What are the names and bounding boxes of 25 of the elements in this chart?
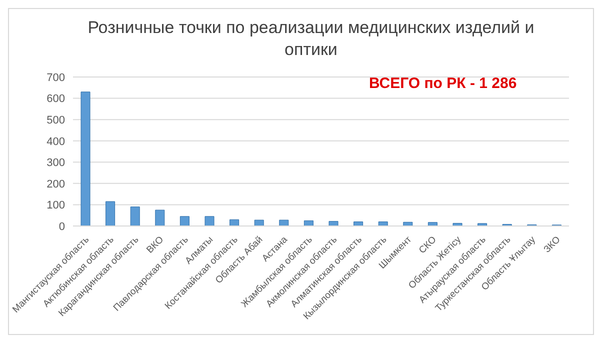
bar bbox=[428, 222, 438, 226]
annotation: ВСЕГО по РК - 1 286 bbox=[369, 75, 517, 92]
x-tick-label: ЗКО bbox=[542, 234, 563, 256]
bar bbox=[155, 210, 165, 226]
bar bbox=[254, 220, 264, 226]
x-tick-label: СКО bbox=[417, 234, 439, 256]
y-tick-label: 600 bbox=[46, 93, 65, 106]
y-tick-label: 300 bbox=[46, 157, 65, 170]
y-tick-label: 500 bbox=[46, 114, 65, 126]
bar bbox=[204, 216, 214, 226]
bar bbox=[230, 219, 240, 226]
bar bbox=[130, 206, 140, 226]
y-tick-label: 400 bbox=[46, 136, 65, 148]
y-tick-label: 700 bbox=[46, 72, 65, 84]
y-tick-label: 100 bbox=[46, 200, 65, 212]
chart-title: Розничные точки по реализации медицинских изделий и оптики bbox=[86, 17, 536, 61]
bar bbox=[279, 220, 289, 226]
bar bbox=[328, 221, 338, 226]
bar bbox=[80, 92, 90, 226]
y-tick-label: 0 bbox=[58, 220, 65, 233]
bar bbox=[106, 201, 116, 226]
bar bbox=[478, 223, 488, 226]
y-tick-label: 200 bbox=[46, 178, 65, 190]
bar bbox=[180, 216, 190, 226]
bar bbox=[304, 220, 314, 226]
